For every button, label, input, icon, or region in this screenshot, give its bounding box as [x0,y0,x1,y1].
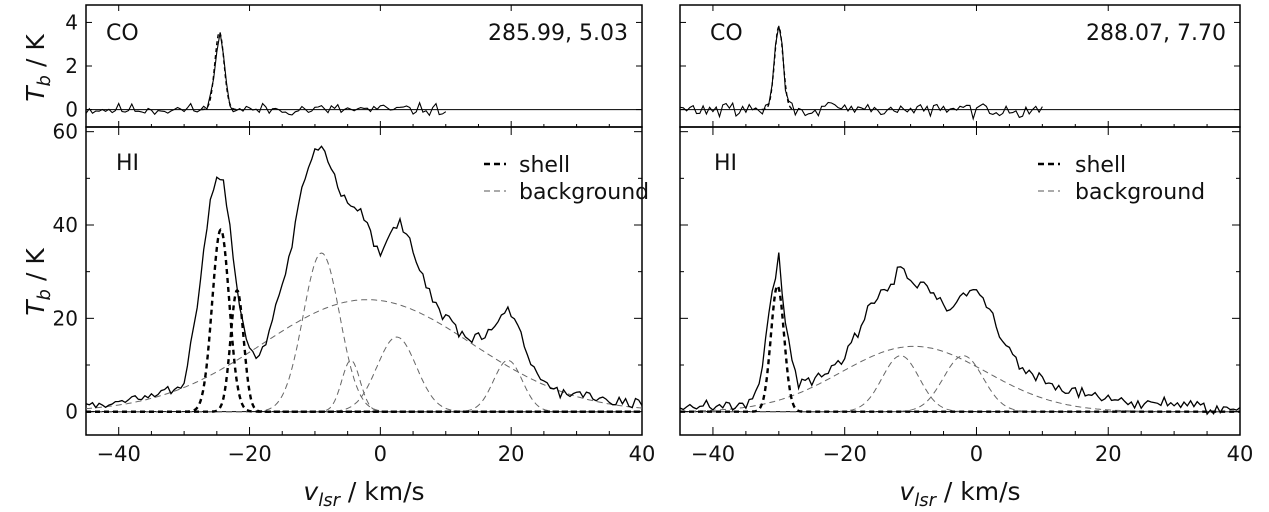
left-hi-background-component-4 [86,359,642,413]
left-x-tick-label: −40 [97,442,141,466]
left-hi-frame [85,126,643,436]
left-co-plot [85,31,642,117]
right-panel: −40 −20 0 20 40 CO 288.07, 7.70 HI shell bac… [679,4,1254,511]
right-co-plot [679,25,1240,121]
left-hi-shell-component-2 [86,288,642,413]
left-hi-y-tick-label: 20 [53,306,78,330]
right-legend-shell-label: shell [1075,153,1126,178]
right-co-label: CO [710,21,743,46]
left-hi-plot [85,145,643,413]
right-hi-spectrum [679,252,1241,416]
left-legend-background-label: background [519,180,649,205]
left-hi-y-axis-title: Tb / K [21,248,55,316]
right-x-tick-label: 0 [970,442,983,466]
left-co-y-axis-title: Tb / K [21,34,55,102]
left-hi-shell-component-1 [86,228,642,413]
left-hi-label: HI [116,151,139,176]
right-x-tick-label: 20 [1095,442,1122,466]
right-hi-plot [679,252,1241,416]
left-x-tick-label: 20 [498,442,525,466]
left-x-tick-label: 40 [629,442,656,466]
right-co-spectrum [679,25,1043,121]
right-hi-shell-component-1 [680,284,1240,413]
right-coordinates: 288.07, 7.70 [1086,21,1226,46]
left-hi-spectrum [85,145,643,409]
left-x-tick-label: 0 [374,442,387,466]
left-hi-background-component-3 [86,336,642,413]
left-legend-shell-label: shell [519,153,570,178]
left-co-spectrum [85,32,447,117]
right-co-fit-curve [761,25,796,111]
left-co-label: CO [106,21,139,46]
left-hi-background-component-2 [86,252,642,413]
left-hi-y-tick-label: 40 [53,213,78,237]
left-co-y-tick-label: 0 [65,98,78,122]
left-hi-background-component-5 [86,359,642,413]
left-y-axis-titles: Tb / K Tb / K [21,34,55,316]
right-hi-background-component-3 [680,355,1240,413]
left-x-tick-label: −20 [227,442,271,466]
left-x-axis-title: vlsr / km/s [303,477,424,511]
left-legend: shell background [484,153,649,205]
right-legend-background-label: background [1075,180,1205,205]
right-x-tick-label: −20 [823,442,867,466]
left-co-y-tick-label: 4 [65,10,78,34]
right-x-tick-label: −40 [691,442,735,466]
left-co-y-tick-label: 2 [65,54,78,78]
left-hi-y-tick-label: 0 [65,400,78,424]
left-coordinates: 285.99, 5.03 [488,21,628,46]
right-x-axis-title: vlsr / km/s [899,477,1020,511]
right-hi-label: HI [714,151,737,176]
left-co-fit-curve [201,31,238,111]
left-hi-y-tick-label: 60 [53,120,78,144]
right-legend: shell background [1038,153,1205,205]
right-hi-frame [679,126,1241,436]
right-ticks: −40 −20 0 20 40 [679,5,1254,466]
right-x-tick-label: 40 [1227,442,1254,466]
